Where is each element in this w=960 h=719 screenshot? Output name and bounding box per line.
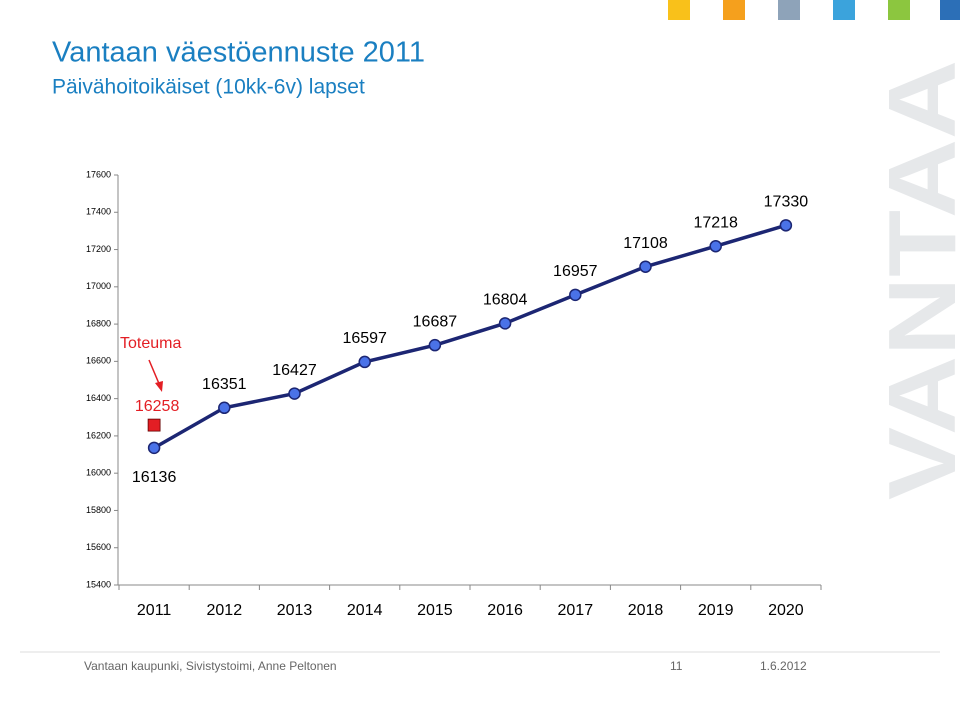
- annotation: Toteuma: [120, 335, 181, 352]
- point: [288, 387, 301, 400]
- deco-square: [833, 0, 855, 20]
- data-label: 16351: [202, 376, 247, 393]
- deco-square: [940, 0, 960, 20]
- y-tick-label: 15400: [86, 579, 111, 589]
- y-tick-label: 15800: [86, 505, 111, 515]
- svg-text:VANTAA: VANTAA: [869, 60, 960, 500]
- data-label: 17330: [764, 194, 809, 211]
- title: Vantaan väestöennuste 2011: [52, 37, 425, 69]
- x-tick-label: 2013: [277, 602, 313, 619]
- deco-square: [888, 0, 910, 20]
- point: [428, 338, 442, 352]
- data-label: 16597: [342, 330, 387, 347]
- data-label: 16804: [483, 292, 528, 309]
- x-tick-label: 2011: [137, 602, 172, 619]
- x-tick-label: 2020: [768, 602, 804, 619]
- actual-label: 16258: [135, 398, 180, 415]
- x-tick-label: 2014: [347, 602, 383, 619]
- y-tick-label: 17600: [86, 169, 111, 179]
- x-tick-label: 2015: [417, 602, 453, 619]
- y-tick-label: 16200: [86, 430, 111, 440]
- footer-date: 1.6.2012: [760, 659, 807, 673]
- deco-square: [723, 0, 745, 20]
- point: [147, 441, 161, 455]
- x-tick-label: 2012: [207, 602, 243, 619]
- x-tick-label: 2016: [487, 602, 523, 619]
- point: [358, 355, 371, 369]
- data-label: 16136: [132, 469, 177, 486]
- y-tick-label: 16600: [86, 356, 111, 366]
- y-tick-label: 15600: [86, 542, 111, 552]
- footer-page: 11: [670, 659, 683, 673]
- data-label: 17218: [693, 214, 738, 231]
- actual-point: [147, 418, 161, 432]
- data-label: 16957: [553, 263, 598, 280]
- y-tick-label: 16000: [86, 468, 111, 478]
- watermark: VANTAA: [869, 60, 960, 500]
- y-tick-label: 17200: [86, 244, 111, 254]
- arrow: [148, 359, 161, 387]
- x-tick-label: 2019: [698, 602, 734, 619]
- x-tick-label: 2017: [558, 602, 594, 619]
- y-tick-label: 16800: [86, 318, 111, 328]
- data-label: 16687: [413, 313, 458, 330]
- data-label: 17108: [623, 235, 668, 252]
- point: [779, 219, 793, 232]
- point: [498, 317, 512, 330]
- data-label: 16427: [272, 362, 317, 379]
- point: [639, 260, 652, 273]
- deco-square: [778, 0, 800, 20]
- y-tick-label: 17400: [86, 207, 111, 217]
- y-tick-label: 16400: [86, 393, 111, 403]
- footer-source: Vantaan kaupunki, Sivistystoimi, Anne Pe…: [84, 659, 337, 673]
- point: [218, 401, 231, 415]
- line: [153, 223, 787, 450]
- y-tick-label: 17000: [86, 281, 111, 291]
- deco-square: [668, 0, 690, 20]
- subtitle: Päivähoitoikäiset (10kk-6v) lapset: [52, 76, 365, 99]
- x-tick-label: 2018: [628, 602, 664, 619]
- point: [709, 239, 722, 253]
- point: [569, 288, 582, 302]
- arrow-head: [155, 381, 163, 392]
